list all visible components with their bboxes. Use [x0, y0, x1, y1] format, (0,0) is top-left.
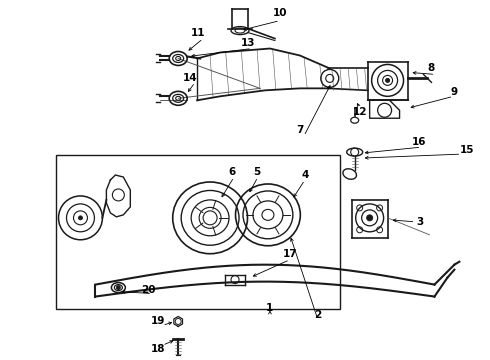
Text: 4: 4 — [301, 170, 309, 180]
Bar — [55, 155, 340, 310]
Text: 6: 6 — [228, 167, 236, 177]
Text: 18: 18 — [151, 345, 166, 354]
Text: 17: 17 — [283, 249, 297, 259]
Circle shape — [386, 78, 390, 82]
Circle shape — [78, 216, 82, 220]
Text: 20: 20 — [141, 284, 155, 294]
Text: 12: 12 — [352, 107, 367, 117]
Text: 9: 9 — [451, 87, 458, 97]
Text: 11: 11 — [191, 28, 205, 37]
Text: 10: 10 — [272, 8, 287, 18]
Text: 13: 13 — [241, 37, 255, 48]
Text: 19: 19 — [151, 316, 166, 327]
Text: 16: 16 — [412, 137, 427, 147]
Text: 3: 3 — [416, 217, 423, 227]
Text: 7: 7 — [296, 125, 303, 135]
Text: 14: 14 — [183, 73, 197, 84]
Text: 5: 5 — [253, 167, 261, 177]
Text: 15: 15 — [460, 145, 475, 155]
Text: 1: 1 — [266, 302, 273, 312]
Circle shape — [116, 285, 121, 289]
Circle shape — [367, 215, 372, 221]
Text: 2: 2 — [314, 310, 321, 320]
Text: 8: 8 — [428, 63, 435, 73]
